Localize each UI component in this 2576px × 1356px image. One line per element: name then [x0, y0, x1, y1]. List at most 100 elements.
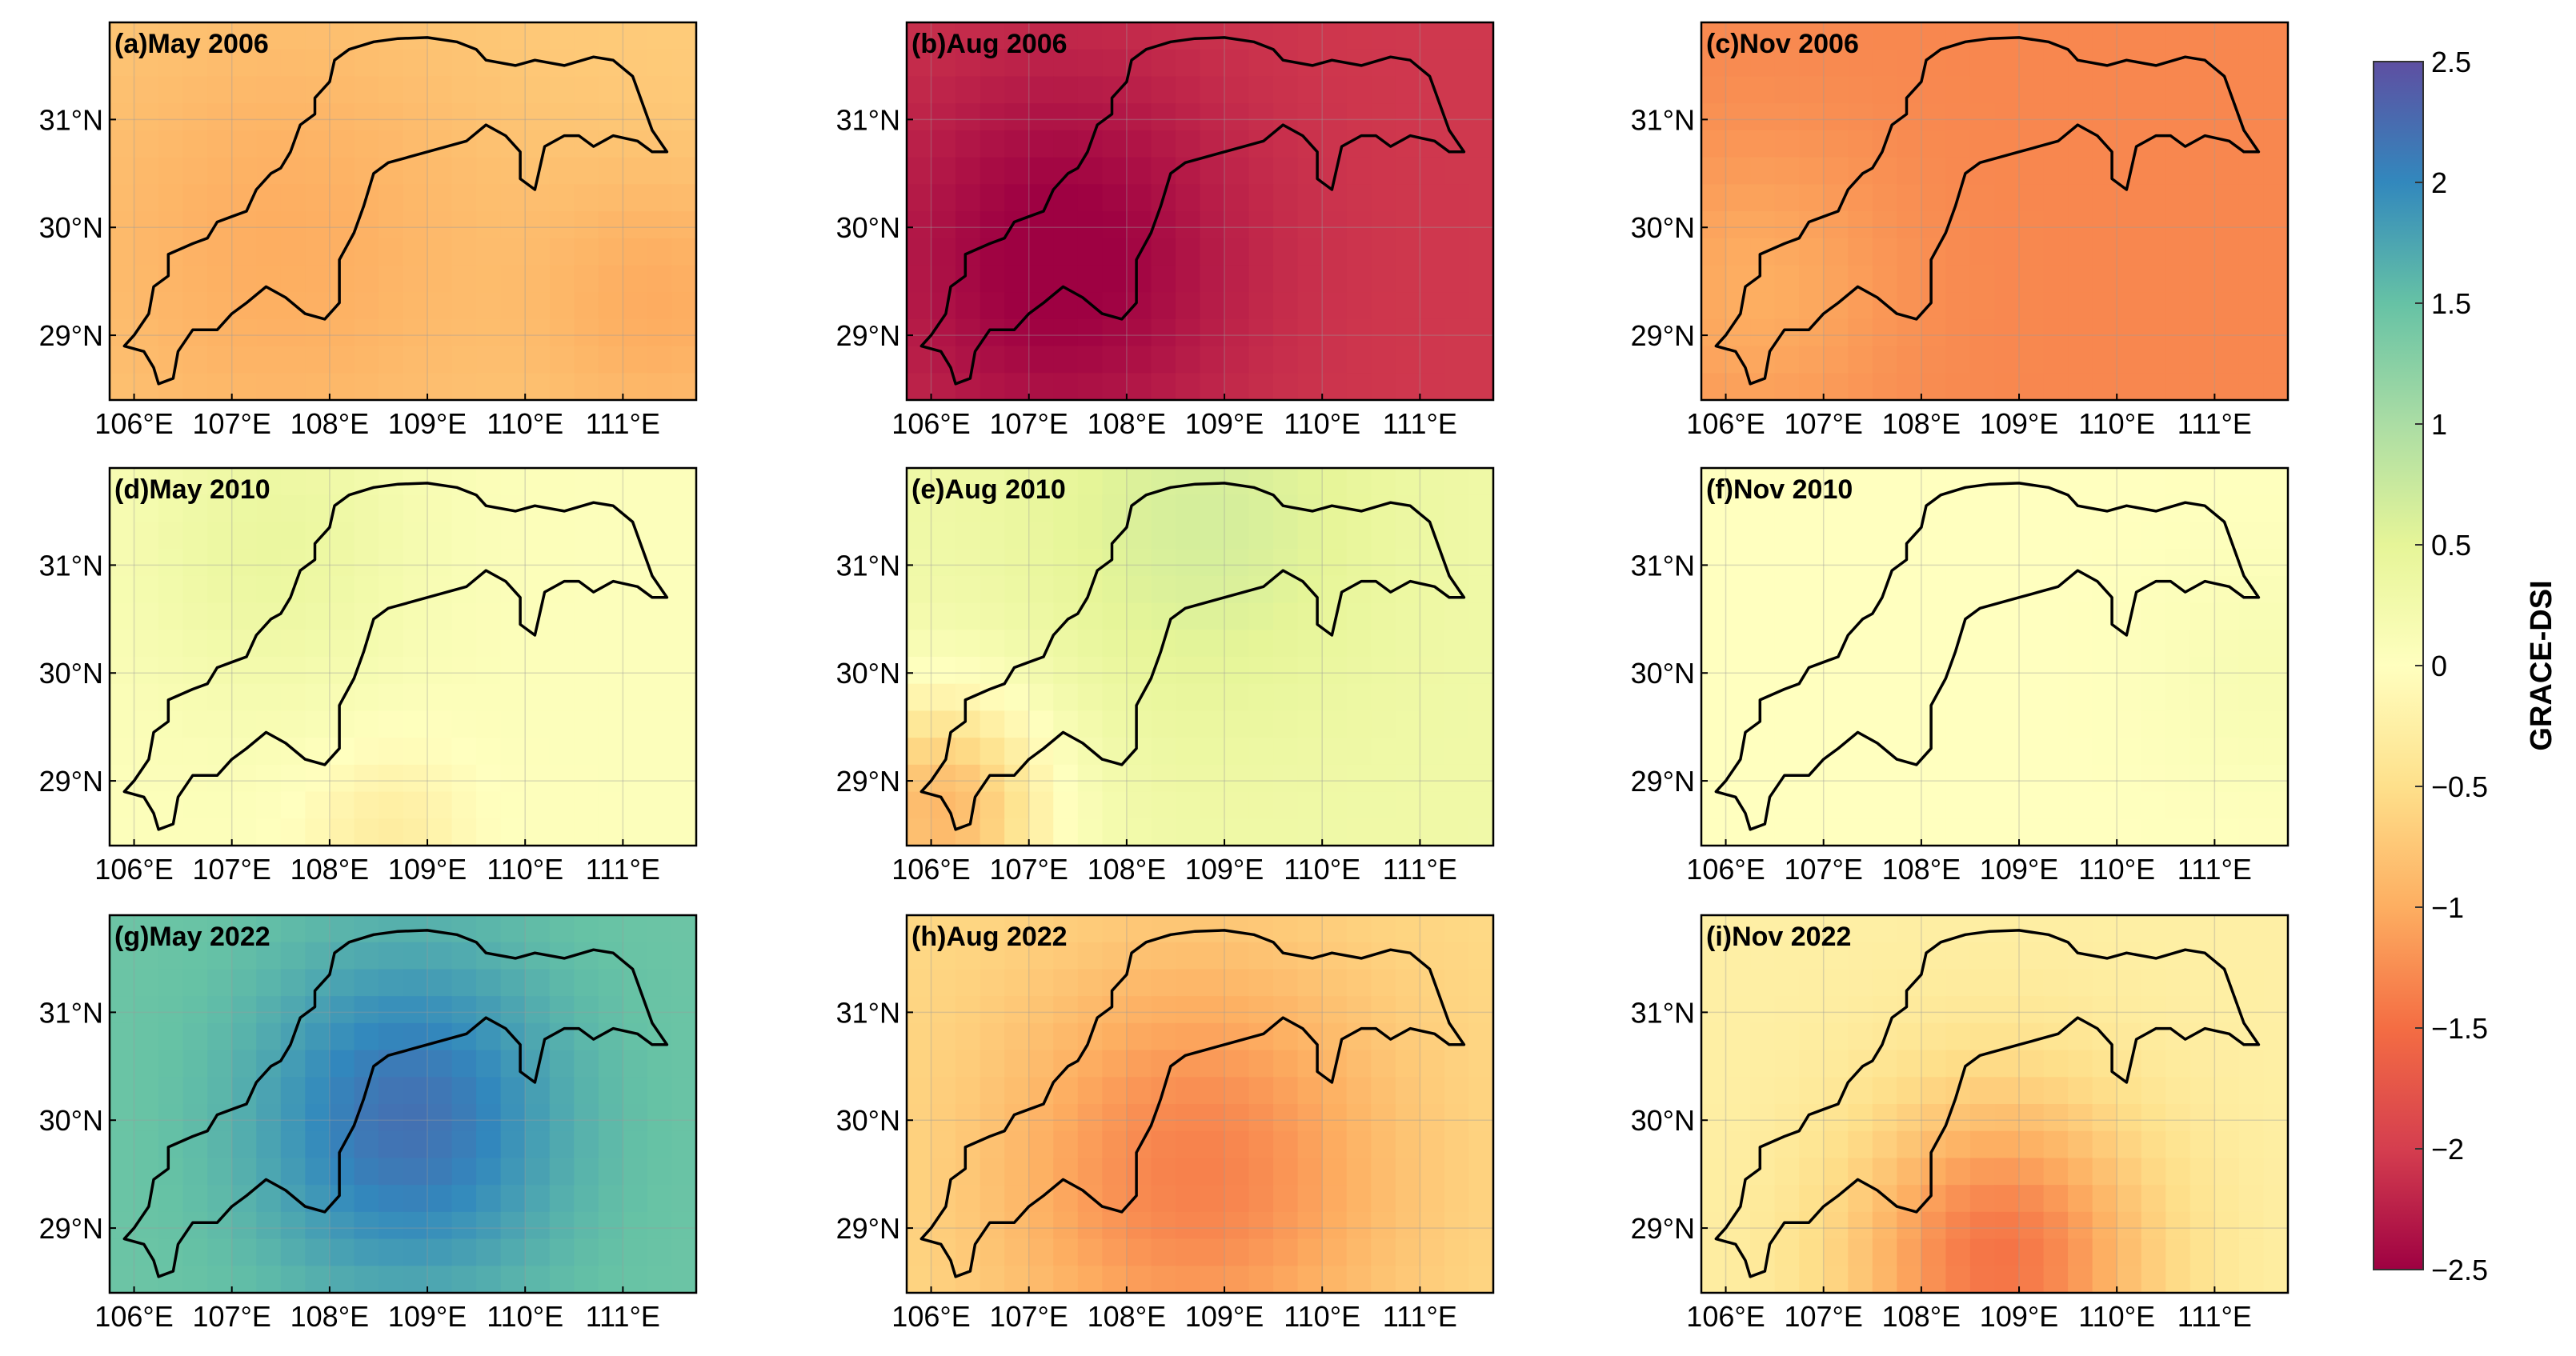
heatmap-cell: [378, 76, 404, 104]
heatmap-cell: [1701, 1158, 1727, 1186]
heatmap-cell: [2019, 710, 2045, 738]
heatmap-cell: [256, 738, 282, 766]
heatmap-cell: [2263, 373, 2288, 400]
heatmap-cell: [378, 969, 404, 997]
heatmap-cell: [1224, 657, 1250, 685]
heatmap-cell: [1053, 468, 1079, 496]
heatmap-cell: [1322, 76, 1348, 104]
x-tick-label: 111°E: [1383, 407, 1457, 440]
heatmap-cell: [931, 494, 956, 523]
heatmap-cell: [1969, 710, 1996, 738]
heatmap-cell: [1945, 1130, 1971, 1159]
heatmap-cell: [1872, 915, 1898, 943]
heatmap-cell: [1200, 1130, 1225, 1159]
heatmap-cell: [1750, 22, 1776, 50]
heatmap-cell: [2117, 1022, 2142, 1051]
heatmap-cell: [427, 818, 453, 846]
heatmap-cell: [671, 630, 696, 658]
heatmap-cell: [525, 130, 551, 158]
heatmap-cell: [623, 657, 648, 685]
heatmap-cell: [2214, 575, 2240, 604]
gridlines: [110, 468, 696, 846]
heatmap-cell: [1297, 346, 1324, 374]
heatmap-cell: [1151, 942, 1176, 970]
heatmap-cell: [1224, 683, 1250, 712]
heatmap-cell: [1701, 1211, 1727, 1240]
heatmap-cell: [1444, 969, 1470, 997]
heatmap-cell: [1395, 211, 1421, 239]
heatmap-cell: [1053, 575, 1079, 604]
heatmap-cell: [1004, 1211, 1030, 1240]
heatmap-cell: [1224, 630, 1250, 658]
heatmap-cell: [2043, 373, 2069, 400]
heatmap-cell: [329, 1104, 355, 1132]
heatmap-cell: [207, 76, 233, 104]
heatmap-cell: [1420, 157, 1445, 186]
heatmap-cell: [158, 1211, 184, 1240]
heatmap-cell: [907, 1238, 932, 1267]
heatmap-cell: [329, 738, 355, 766]
heatmap-cell: [955, 468, 981, 496]
heatmap-cell: [2092, 103, 2118, 131]
heatmap-cell: [1420, 346, 1445, 374]
heatmap-cell: [1750, 130, 1776, 158]
heatmap-cell: [354, 1158, 379, 1186]
heatmap-cell: [403, 683, 428, 712]
heatmap-cell: [1004, 1077, 1030, 1105]
heatmap-cell: [1468, 130, 1493, 158]
heatmap-cell: [1175, 49, 1201, 78]
heatmap-cell: [110, 738, 135, 766]
heatmap-cell: [354, 318, 379, 347]
heatmap-cell: [598, 630, 624, 658]
heatmap-cell: [980, 522, 1005, 550]
heatmap-cell: [1322, 292, 1348, 320]
heatmap-cell: [2141, 630, 2167, 658]
heatmap-cell: [2043, 549, 2069, 577]
heatmap-cell: [1322, 1266, 1348, 1293]
heatmap-cell: [2019, 764, 2045, 793]
heatmap-cell: [1004, 1158, 1030, 1186]
heatmap-cell: [1774, 468, 1800, 496]
heatmap-cell: [1468, 373, 1493, 400]
heatmap-cell: [525, 683, 551, 712]
colorbar-tick-label: 1: [2431, 408, 2447, 441]
heatmap-cell: [1151, 522, 1176, 550]
heatmap-cell: [1322, 969, 1348, 997]
heatmap-cell: [2263, 103, 2288, 131]
heatmap-cell: [1077, 996, 1104, 1024]
heatmap-cell: [2238, 1185, 2265, 1213]
heatmap-cell: [378, 346, 404, 374]
heatmap-cell: [1224, 549, 1250, 577]
heatmap-cell: [134, 373, 159, 400]
y-tick-label: 31°N: [1631, 996, 1695, 1029]
heatmap-cell: [1750, 942, 1776, 970]
heatmap-cell: [110, 1185, 135, 1213]
heatmap-cell: [1102, 630, 1128, 658]
heatmap-cell: [1053, 764, 1079, 793]
heatmap-cell: [182, 184, 208, 212]
heatmap-cell: [2117, 630, 2142, 658]
heatmap-cell: [1200, 657, 1225, 685]
heatmap-cell: [1126, 791, 1152, 820]
heatmap-cell: [110, 76, 135, 104]
heatmap-cell: [182, 1104, 208, 1132]
heatmap-cell: [1897, 22, 1922, 50]
heatmap-cell: [671, 346, 696, 374]
heatmap-cell: [256, 1077, 282, 1105]
heatmap-cell: [2189, 184, 2216, 212]
x-tick-label: 109°E: [388, 407, 467, 440]
heatmap-cell: [378, 49, 404, 78]
heatmap-cell: [2092, 373, 2118, 400]
heatmap-cell: [1969, 764, 1996, 793]
heatmap-cell: [378, 710, 404, 738]
heatmap-cell: [305, 494, 331, 523]
heatmap-cell: [329, 522, 355, 550]
heatmap-cell: [1248, 1130, 1274, 1159]
heatmap-cell: [574, 996, 599, 1024]
x-tick-label: 108°E: [1882, 853, 1961, 886]
heatmap-cell: [2043, 657, 2069, 685]
heatmap-cell: [403, 157, 428, 186]
heatmap-cell: [256, 996, 282, 1024]
heatmap-cell: [1823, 157, 1849, 186]
heatmap-cell: [231, 1211, 258, 1240]
